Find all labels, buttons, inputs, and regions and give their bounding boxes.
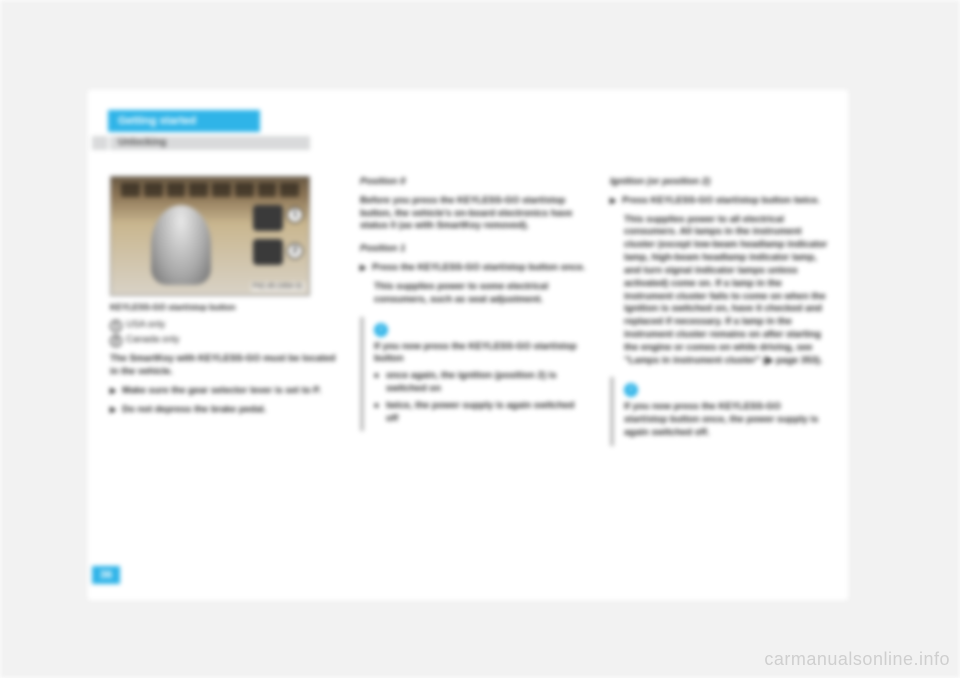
col3-note: i If you now press the KEYLESS-GO start/… bbox=[610, 377, 830, 445]
col2-para-1: Before you press the KEYLESS-GO start/st… bbox=[360, 195, 590, 233]
column-3: Ignition (or position 2) Press KEYLESS-G… bbox=[610, 176, 830, 446]
col3-bullet-1-text: Press KEYLESS-GO start/stop button twice… bbox=[622, 195, 820, 208]
callout-1: 1 bbox=[287, 207, 303, 223]
bullet-icon bbox=[110, 404, 116, 417]
info-icon: i bbox=[374, 323, 388, 337]
column-2: Position 0 Before you press the KEYLESS-… bbox=[360, 176, 590, 431]
col2-heading-2: Position 1 bbox=[360, 243, 590, 256]
watermark: carmanualsonline.info bbox=[764, 649, 950, 670]
figure-code: P42.45-2454-31 bbox=[251, 282, 305, 291]
col1-para-1: The SmartKey with KEYLESS-GO must be loc… bbox=[110, 353, 340, 379]
col2-note-item-2: twice, the power supply is again switche… bbox=[374, 400, 584, 426]
col3-note-text: If you now press the KEYLESS-GO start/st… bbox=[624, 401, 824, 439]
legend-num-1: 1 bbox=[110, 320, 122, 332]
col1-bullet-1-text: Make sure the gear selector lever is set… bbox=[122, 385, 321, 398]
legend-text-1: USA only bbox=[126, 319, 165, 332]
col3-para-1: This supplies power to all electrical co… bbox=[610, 214, 830, 368]
section-subheader: Unlocking bbox=[110, 136, 310, 150]
manual-page: Getting started Unlocking 1 2 P42.45-245… bbox=[88, 90, 848, 600]
col2-para-2: This supplies power to some electrical c… bbox=[360, 281, 590, 307]
figure-keyless-go: 1 2 P42.45-2454-31 bbox=[110, 176, 310, 296]
callout-2: 2 bbox=[287, 243, 303, 259]
col3-bullet-1: Press KEYLESS-GO start/stop button twice… bbox=[610, 195, 830, 208]
gear-lever bbox=[151, 205, 211, 285]
col3-heading-1: Ignition (or position 2) bbox=[610, 176, 830, 189]
legend-row-1: 1 USA only bbox=[110, 319, 340, 332]
col2-bullet-1-text: Press the KEYLESS-GO start/stop button o… bbox=[372, 262, 585, 275]
header-margin-box bbox=[92, 136, 108, 150]
section-header: Getting started bbox=[108, 110, 260, 132]
bullet-icon bbox=[110, 385, 116, 398]
col1-bullet-2: Do not depress the brake pedal. bbox=[110, 404, 340, 417]
legend-text-2: Canada only bbox=[126, 334, 179, 347]
dash-buttons-row bbox=[121, 183, 299, 197]
col1-bullet-2-text: Do not depress the brake pedal. bbox=[122, 404, 266, 417]
page-number: 36 bbox=[92, 566, 120, 584]
start-stop-button-canada bbox=[253, 239, 283, 265]
col1-bullet-1: Make sure the gear selector lever is set… bbox=[110, 385, 340, 398]
figure-caption: KEYLESS-GO start/stop button bbox=[110, 302, 340, 313]
column-1: 1 2 P42.45-2454-31 KEYLESS-GO start/stop… bbox=[110, 176, 340, 416]
bullet-icon bbox=[360, 262, 366, 275]
legend-row-2: 2 Canada only bbox=[110, 334, 340, 347]
col2-note: i If you now press the KEYLESS-GO start/… bbox=[360, 317, 590, 432]
start-stop-button-usa bbox=[253, 205, 283, 231]
bullet-icon bbox=[610, 195, 616, 208]
info-icon: i bbox=[624, 383, 638, 397]
legend-num-2: 2 bbox=[110, 335, 122, 347]
col2-note-lead: If you now press the KEYLESS-GO start/st… bbox=[374, 341, 584, 367]
col2-heading-1: Position 0 bbox=[360, 176, 590, 189]
col2-note-item-1: once again, the ignition (position 2) is… bbox=[374, 370, 584, 396]
col2-bullet-1: Press the KEYLESS-GO start/stop button o… bbox=[360, 262, 590, 275]
